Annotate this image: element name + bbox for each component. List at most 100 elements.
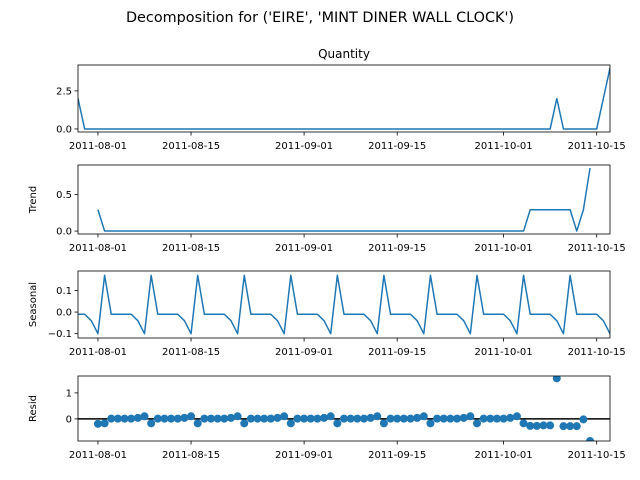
resid-point [207,414,215,423]
resid-point [479,414,488,423]
resid-point [120,414,129,423]
resid-point [366,413,375,422]
y-tick-label: 0.5 [56,190,72,201]
x-tick-label: 2011-08-01 [69,347,127,358]
resid-point [340,414,348,423]
resid-point [113,414,122,423]
x-tick-label: 2011-08-15 [162,450,220,461]
resid-point [386,414,395,423]
resid-point [233,412,242,421]
resid-point [180,413,189,422]
resid-point [532,421,541,430]
resid-point [459,413,468,422]
resid-point [306,414,315,423]
x-tick-label: 2011-08-15 [162,347,220,358]
resid-point [539,421,548,430]
resid-point [193,419,202,428]
x-tick-label: 2011-09-15 [368,141,426,152]
resid-point [127,414,136,423]
resid-point [160,414,169,423]
resid-point [280,412,289,421]
resid-point [246,414,255,423]
resid-point [286,419,295,428]
x-tick-label: 2011-10-15 [568,450,626,461]
y-tick-label: 0.1 [56,286,72,297]
y-tick-label: 0.0 [56,308,72,319]
resid-point [93,419,102,428]
resid-point [293,414,302,423]
resid-point [586,437,595,441]
resid-point [226,413,235,422]
resid-point [379,419,388,428]
resid-point [346,414,355,423]
x-tick-label: 2011-09-15 [368,347,426,358]
resid-point [439,414,448,423]
x-tick-label: 2011-08-01 [69,243,127,254]
y-axis-label: Trend [28,186,39,214]
resid-point [333,419,342,428]
resid-point [260,414,269,423]
y-tick-label: −0.1 [48,329,72,340]
resid-point [273,413,282,422]
resid-point [187,412,196,421]
plot-area [78,376,610,441]
resid-point [566,422,575,431]
resid-point [240,419,249,428]
resid-point [579,415,588,424]
y-axis-label: Resid [28,395,39,422]
resid-point [253,414,262,423]
resid-point [393,414,402,423]
resid-point [213,414,222,423]
y-tick-label: 1 [66,388,72,399]
resid-point [506,413,515,422]
x-tick-label: 2011-10-15 [568,243,626,254]
resid-point [413,413,422,422]
axes-frame [77,375,611,442]
y-axis-label: Seasonal [28,282,39,327]
subplot-3: 2011-08-01 2011-08-15 2011-09-01 2011-09-15… [28,270,626,358]
resid-point [552,376,561,383]
resid-point [140,412,149,421]
resid-point [133,413,142,422]
resid-point [546,421,555,430]
resid-point [353,414,362,423]
resid-point [147,419,156,428]
subplot-4: 2011-08-01 2011-08-15 2011-09-01 2011-09-15… [28,375,626,461]
axes-frame [77,64,611,133]
plot-area [78,274,610,335]
resid-point [153,414,162,423]
series-line [78,67,610,130]
y-tick-label: 0.0 [56,124,72,135]
x-tick-label: 2011-08-15 [162,141,220,152]
resid-point [492,414,501,423]
x-tick-label: 2011-10-15 [568,347,626,358]
axes-frame [77,164,611,235]
x-tick-label: 2011-10-01 [475,141,533,152]
resid-point [499,414,508,423]
resid-point [320,413,329,422]
plot-area [97,167,591,232]
resid-point [200,414,209,423]
resid-point [220,414,229,423]
x-tick-label: 2011-09-01 [275,450,333,461]
x-tick-label: 2011-08-01 [69,450,127,461]
y-tick-label: 0.0 [56,227,72,238]
x-tick-label: 2011-09-01 [275,347,333,358]
resid-point [100,419,109,428]
resid-point [406,414,415,423]
resid-point [399,414,408,423]
resid-point [419,412,428,421]
series-line [78,274,610,335]
resid-point [300,414,309,423]
x-tick-label: 2011-09-15 [368,243,426,254]
x-tick-label: 2011-08-15 [162,243,220,254]
resid-point [466,412,475,421]
x-tick-label: 2011-09-15 [368,450,426,461]
axes-frame [77,270,611,339]
resid-point [473,419,481,428]
x-tick-label: 2011-09-01 [275,243,333,254]
y-tick-label: 2.5 [56,86,72,97]
resid-point [526,421,535,430]
resid-point [572,422,581,431]
x-tick-label: 2011-10-15 [568,141,626,152]
